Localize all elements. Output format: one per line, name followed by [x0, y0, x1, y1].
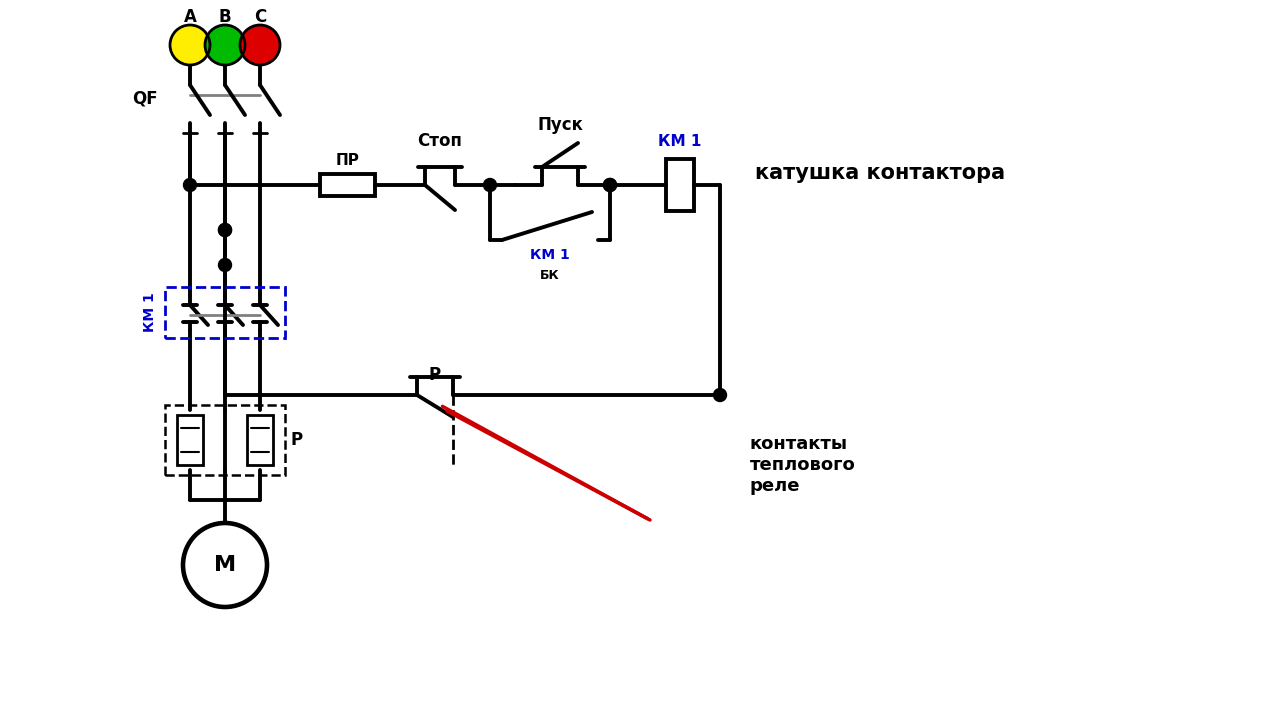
Text: М: М [214, 555, 236, 575]
Text: контакты
теплового
реле: контакты теплового реле [750, 435, 856, 495]
Circle shape [219, 223, 232, 236]
Text: C: C [253, 8, 266, 26]
Text: БК: БК [540, 269, 559, 282]
Circle shape [603, 179, 617, 192]
Circle shape [713, 389, 727, 402]
Circle shape [241, 25, 280, 65]
Text: КМ 1: КМ 1 [658, 133, 701, 148]
Circle shape [170, 25, 210, 65]
Bar [320, 174, 375, 196]
Text: Р: Р [429, 366, 442, 384]
Text: ПР: ПР [335, 153, 360, 168]
Text: Р: Р [291, 431, 303, 449]
Bar [165, 287, 285, 338]
Circle shape [183, 179, 197, 192]
Bar [247, 415, 273, 465]
Bar [177, 415, 204, 465]
Circle shape [183, 523, 268, 607]
Text: Пуск: Пуск [538, 116, 582, 134]
Text: КМ 1: КМ 1 [530, 248, 570, 262]
Bar [165, 405, 285, 475]
Circle shape [603, 179, 617, 192]
Text: QF: QF [132, 89, 157, 107]
Circle shape [484, 179, 497, 192]
Circle shape [219, 258, 232, 271]
Text: Стоп: Стоп [417, 132, 462, 150]
Circle shape [219, 223, 232, 236]
Bar [666, 159, 694, 211]
Text: A: A [183, 8, 196, 26]
Text: катушка контактора: катушка контактора [755, 163, 1005, 183]
Text: B: B [219, 8, 232, 26]
Text: КМ 1: КМ 1 [143, 292, 157, 333]
Circle shape [205, 25, 244, 65]
